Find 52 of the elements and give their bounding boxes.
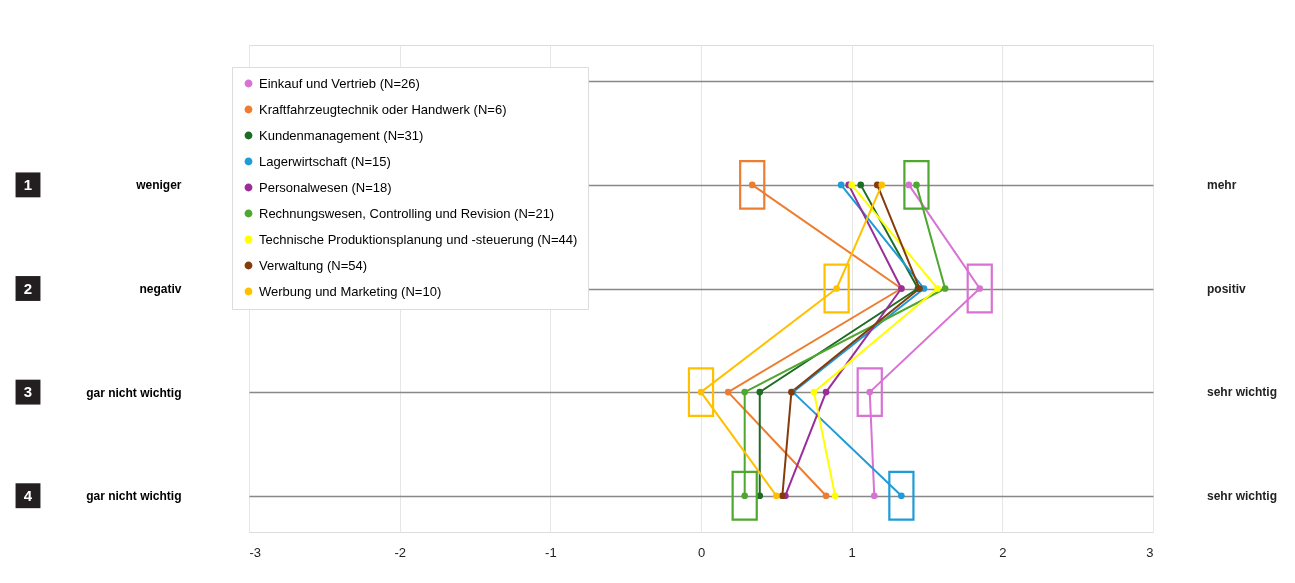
legend-label: Personalwesen (N=18)	[259, 179, 392, 195]
point	[810, 388, 818, 396]
point	[866, 388, 874, 396]
y-tick-label: gar nicht wichtig	[86, 385, 182, 400]
x-tick-label: 0	[697, 544, 706, 560]
point	[848, 181, 856, 189]
point	[831, 492, 839, 500]
point	[833, 285, 840, 292]
point	[934, 285, 941, 292]
text: sehr wichtig	[1207, 488, 1278, 503]
x-tick-label: -2	[394, 544, 406, 560]
point	[870, 492, 878, 500]
legend-label: Einkauf und Vertrieb (N=26)	[259, 75, 420, 91]
point	[857, 181, 865, 189]
x-tick-label: 1	[848, 544, 856, 560]
x-tick-label: -3	[249, 544, 262, 560]
point	[697, 388, 705, 396]
point	[748, 181, 756, 189]
point	[913, 181, 920, 189]
text: 4	[23, 486, 33, 504]
legend-label: Kundenmanagement (N=31)	[259, 127, 424, 143]
point	[898, 492, 905, 500]
legend-label: Kraftfahrzeugtechnik oder Handwerk (N=6)	[259, 101, 507, 117]
point	[822, 492, 830, 500]
point	[941, 285, 949, 292]
legend-label: Werbung und Marketing (N=10)	[259, 283, 442, 299]
text: 1	[23, 175, 33, 193]
point	[741, 492, 749, 500]
x-tick-label: 2	[999, 544, 1007, 560]
legend-label: Technische Produktionsplanung und -steuerung (N=44)	[259, 231, 578, 247]
y-tick-label: negativ	[139, 282, 182, 296]
x-tick-label: 3	[1146, 544, 1154, 560]
point	[724, 388, 732, 396]
point	[837, 181, 845, 189]
y-tick-label: weniger	[135, 178, 182, 193]
point	[772, 492, 780, 500]
text: positiv	[1207, 281, 1246, 296]
text: sehr wichtig	[1207, 385, 1278, 400]
point	[741, 388, 749, 396]
legend-label: Rechnungswesen, Controlling und Revision (N=21)	[259, 205, 555, 221]
text: mehr	[1207, 177, 1237, 192]
point	[976, 285, 984, 292]
y-tick-label: gar nicht wichtig	[86, 489, 182, 504]
text: 2	[23, 279, 33, 297]
x-tick-label: -1	[545, 544, 557, 560]
point	[822, 388, 830, 396]
point	[878, 181, 886, 189]
legend-label: Lagerwirtschaft (N=15)	[259, 153, 391, 169]
text: 3	[23, 383, 33, 401]
point	[905, 181, 913, 189]
point	[756, 388, 764, 396]
legend-label: Verwaltung (N=54)	[259, 257, 368, 273]
